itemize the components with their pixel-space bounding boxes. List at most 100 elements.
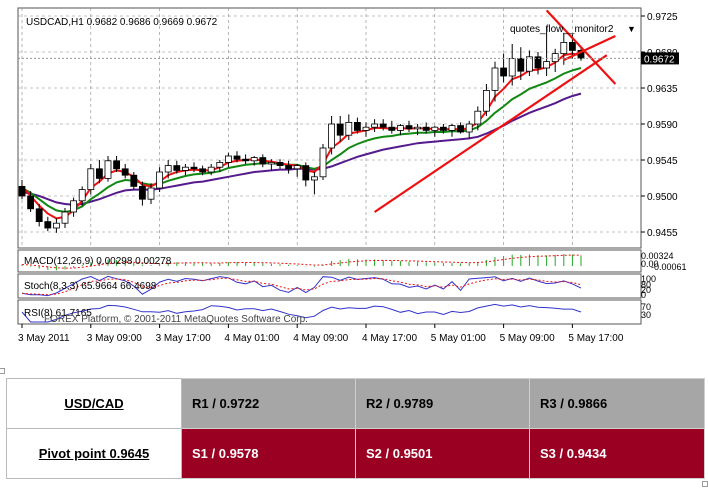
trend-line xyxy=(545,9,617,85)
candle-body-bear xyxy=(35,208,43,223)
y-axis-ticks: 0.9725 0.9680 0.9635 0.9590 0.9545 0.9500 0.94… xyxy=(641,12,678,239)
candle xyxy=(482,84,490,116)
x-tick-label: 5 May 09:00 xyxy=(500,333,555,344)
candle-body-bear xyxy=(233,155,241,160)
rsi-panel-frame xyxy=(17,299,642,325)
candle xyxy=(113,156,120,172)
candle-body-bear xyxy=(422,126,430,131)
candle-body-bull xyxy=(104,160,112,179)
candle-body-bull xyxy=(293,165,301,170)
candle xyxy=(491,61,499,102)
candle-body-bear xyxy=(353,122,361,131)
candle xyxy=(508,44,516,86)
candle xyxy=(371,119,379,132)
candle-body-bull xyxy=(526,56,533,72)
candle xyxy=(517,47,525,80)
candle-body-bull xyxy=(396,125,404,131)
candle xyxy=(259,154,267,168)
stoch-main-line xyxy=(21,275,582,297)
candle xyxy=(310,172,318,195)
candle xyxy=(138,181,146,206)
candle xyxy=(396,124,404,136)
resistance-row: USD/CAD R1 / 0.9722 R2 / 0.9789 R3 / 0.9… xyxy=(6,378,705,429)
candle xyxy=(147,183,155,204)
pivot-table: USD/CAD R1 / 0.9722 R2 / 0.9789 R3 / 0.9… xyxy=(6,378,705,479)
macd-right-label-1: 0.00324 xyxy=(641,251,674,261)
candle xyxy=(216,160,224,172)
y-tick-label: 0.9635 xyxy=(647,84,678,95)
r3-cell: R3 / 0.9866 xyxy=(529,378,705,429)
candle-body-bull xyxy=(53,222,60,229)
candle-body-bear xyxy=(27,195,35,210)
candle-body-bull xyxy=(61,211,69,224)
symbol-label: USDCAD,H1 0.9682 0.9686 0.9669 0.9672 xyxy=(26,17,218,28)
candle-body-bear xyxy=(259,157,267,165)
macd-label: MACD(12,26,9) 0.00298 0.00278 xyxy=(24,256,172,267)
candle xyxy=(104,156,112,182)
candle-body-bear xyxy=(173,165,181,171)
candle-body-bull xyxy=(560,42,568,55)
pair-cell: USD/CAD xyxy=(6,378,182,429)
x-tick-label: 3 May 2011 xyxy=(18,333,70,344)
y-tick-label: 0.9455 xyxy=(647,228,678,239)
candle-body-bear xyxy=(500,67,508,77)
price-chart: 0.9672 0.97250.96800.96350.95900.95450.9… xyxy=(17,7,687,344)
candle-body-bear xyxy=(439,126,447,131)
r1-cell: R1 / 0.9722 xyxy=(181,378,356,429)
candle-body-bear xyxy=(113,160,120,170)
candle-body-bear xyxy=(534,56,542,69)
candle xyxy=(302,162,310,187)
y-tick-label: 0.9680 xyxy=(647,48,678,59)
candle xyxy=(224,152,232,168)
stoch-label: Stoch(8,3,3) 65.9664 66.4698 xyxy=(24,281,157,292)
candle-body-bear xyxy=(190,166,198,170)
ma-mid-line xyxy=(21,67,582,214)
candle xyxy=(61,208,69,228)
candle-body-bull xyxy=(491,67,499,91)
stoch-right-label-4: 0 xyxy=(641,290,646,300)
candle xyxy=(233,151,241,163)
candle xyxy=(276,159,284,169)
candle-body-bear xyxy=(44,221,52,229)
candle xyxy=(328,116,336,155)
trend-lines xyxy=(373,9,617,213)
candle xyxy=(164,160,172,179)
candle xyxy=(78,186,86,206)
candle-body-bear xyxy=(242,158,250,162)
candle-body-bear xyxy=(457,125,465,133)
macd-panel-frame xyxy=(17,249,642,273)
candle xyxy=(96,160,103,184)
candle-body-bull xyxy=(70,200,77,213)
candle xyxy=(405,120,413,132)
x-tick-label: 5 May 01:00 xyxy=(431,333,486,344)
macd-signal-line xyxy=(21,254,582,269)
x-tick-label: 5 May 17:00 xyxy=(568,333,623,344)
candle-body-bear xyxy=(302,165,310,181)
pivot-cell: Pivot point 0.9645 xyxy=(6,428,182,479)
candles xyxy=(18,26,585,233)
candle xyxy=(457,122,465,134)
candle xyxy=(362,122,370,137)
candle xyxy=(379,119,387,131)
candle xyxy=(190,162,198,172)
corner-marker-left xyxy=(0,368,5,374)
y-tick-label: 0.9590 xyxy=(647,120,678,131)
candle xyxy=(285,160,293,174)
candle-body-bull xyxy=(224,155,232,163)
watermark: FOREX Platform, © 2001-2011 MetaQuotes S… xyxy=(44,314,308,325)
candle xyxy=(526,50,533,76)
candle-body-bull xyxy=(465,123,473,133)
candle xyxy=(439,124,447,134)
candle-body-bear xyxy=(276,161,284,166)
candle xyxy=(181,164,189,176)
candle-body-bull xyxy=(87,168,95,191)
candle-body-bull xyxy=(508,58,516,77)
stoch-signal-line xyxy=(21,277,582,296)
candle-body-bull xyxy=(328,123,336,149)
candle xyxy=(336,116,344,142)
candle xyxy=(18,180,26,200)
candle-body-bear xyxy=(517,58,525,72)
candle xyxy=(173,160,181,174)
candle xyxy=(431,125,439,137)
candle xyxy=(319,144,327,180)
